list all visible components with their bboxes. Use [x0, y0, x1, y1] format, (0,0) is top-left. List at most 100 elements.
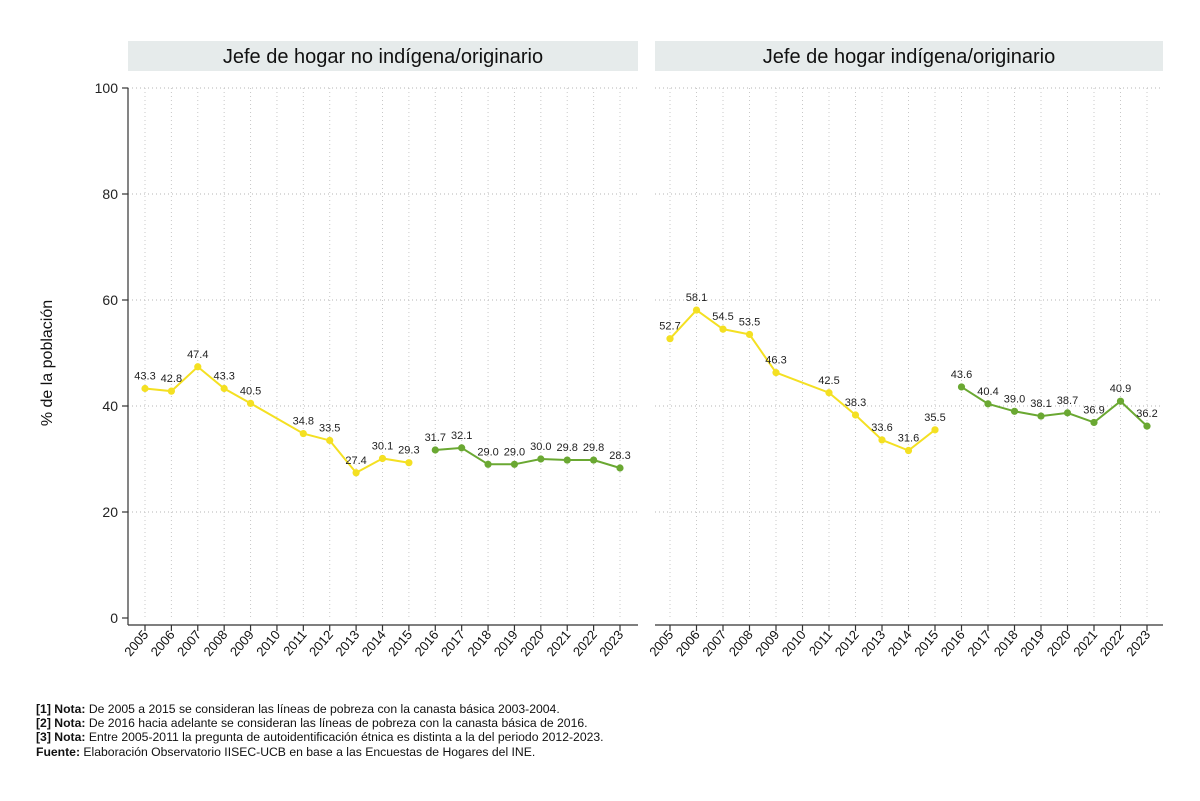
data-point [772, 369, 780, 377]
note-2-text: De 2016 hacia adelante se consideran las… [85, 716, 588, 731]
x-tick-label: 2014 [885, 627, 915, 659]
data-point [563, 456, 571, 464]
data-label: 36.9 [1083, 404, 1104, 416]
data-label: 33.5 [319, 422, 340, 434]
data-point [666, 335, 674, 343]
x-tick-label: 2022 [570, 627, 600, 659]
data-label: 46.3 [765, 355, 786, 367]
data-point [692, 306, 701, 314]
series-line-1 [144, 365, 410, 475]
data-point [590, 456, 598, 464]
x-tick-label: 2020 [517, 627, 547, 659]
panel-2-title-strip [655, 41, 1163, 71]
data-point [984, 400, 992, 408]
data-point [405, 459, 413, 467]
source-note: Fuente: Elaboración Observatorio IISEC-U… [36, 745, 604, 759]
note-3-text: Entre 2005-2011 la pregunta de autoident… [85, 730, 604, 745]
data-label: 27.4 [345, 455, 366, 467]
data-label: 40.4 [977, 386, 998, 398]
data-label: 31.7 [425, 432, 446, 444]
x-tick-label: 2021 [543, 627, 573, 659]
series-line-1 [669, 308, 936, 452]
source-label: Fuente: [36, 744, 81, 759]
data-label: 35.5 [924, 412, 945, 424]
data-label: 30.1 [372, 440, 393, 452]
data-point [1090, 418, 1098, 427]
panel-2-title: Jefe de hogar indígena/originario [763, 46, 1055, 68]
data-label: 28.3 [609, 450, 630, 462]
data-label: 58.1 [686, 292, 707, 304]
series-line-2 [960, 386, 1148, 427]
x-tick-label: 2019 [491, 627, 521, 659]
x-tick-label: 2013 [858, 627, 888, 659]
data-point [851, 411, 860, 419]
data-point [537, 455, 545, 463]
data-label: 43.3 [134, 371, 155, 383]
y-tick-label: 60 [102, 292, 118, 308]
note-1-label: [1] Nota: [36, 702, 86, 716]
notes: [1] Nota: De 2005 a 2015 se consideran l… [36, 702, 604, 759]
data-label: 32.1 [451, 430, 472, 442]
note-2-label: [2] Nota: [36, 716, 86, 731]
source-text: Elaboración Observatorio IISEC-UCB en ba… [80, 744, 536, 759]
x-tick-label: 2012 [832, 627, 862, 659]
data-point [352, 469, 360, 477]
x-tick-label: 2009 [752, 627, 782, 659]
x-tick-label: 2020 [1044, 627, 1074, 659]
data-point [194, 363, 202, 371]
panel-1-title-strip [128, 41, 638, 71]
data-label: 38.7 [1057, 395, 1078, 407]
data-label: 43.3 [213, 371, 234, 383]
x-tick-label: 2016 [938, 627, 968, 659]
x-tick-label: 2019 [1017, 627, 1047, 659]
x-tick-label: 2014 [359, 627, 389, 659]
x-tick-label: 2018 [464, 627, 494, 659]
x-tick-label: 2018 [991, 627, 1021, 659]
x-tick-label: 2023 [596, 627, 626, 659]
data-point [957, 383, 966, 391]
panel-1-title: Jefe de hogar no indígena/originario [223, 46, 543, 68]
x-tick-label: 2015 [385, 627, 415, 659]
series-line-2 [435, 446, 621, 469]
x-tick-label: 2009 [227, 627, 257, 659]
data-point [616, 464, 624, 472]
data-label: 29.8 [557, 442, 578, 454]
x-tick-label: 2013 [332, 627, 362, 659]
data-point [326, 436, 334, 445]
x-tick-label: 2006 [673, 627, 703, 659]
panel-2: Jefe de hogar indígena/originario2005200… [646, 41, 1163, 659]
data-label: 30.0 [530, 441, 551, 453]
data-label: 29.8 [583, 442, 604, 454]
data-point [220, 384, 228, 393]
data-point [1143, 422, 1151, 430]
note-3-label: [3] Nota: [36, 730, 86, 745]
data-label: 34.8 [293, 416, 314, 428]
data-label: 40.5 [240, 385, 261, 397]
data-point [1116, 397, 1125, 405]
note-2: [2] Nota: De 2016 hacia adelante se cons… [36, 716, 604, 730]
y-tick-label: 100 [95, 80, 119, 96]
data-point [931, 426, 939, 434]
x-tick-label: 2023 [1123, 627, 1153, 659]
data-point [431, 446, 439, 454]
data-label: 42.5 [818, 375, 839, 387]
data-point [458, 444, 466, 452]
x-tick-label: 2005 [646, 627, 676, 659]
data-label: 43.6 [951, 369, 972, 381]
data-label: 33.6 [871, 422, 892, 434]
y-tick-label: 20 [102, 504, 118, 520]
data-label: 38.3 [845, 397, 866, 409]
data-label: 52.7 [659, 321, 680, 333]
y-tick-label: 40 [102, 398, 118, 414]
data-point [484, 460, 492, 468]
chart: % de la población Jefe de hogar no indíge… [39, 41, 1163, 659]
x-tick-label: 2017 [438, 627, 468, 659]
x-tick-label: 2008 [726, 627, 756, 659]
data-label: 31.6 [898, 433, 919, 445]
data-point [1037, 412, 1045, 420]
panel-1: Jefe de hogar no indígena/originario 0 20 4… [95, 41, 638, 659]
data-point [167, 387, 175, 395]
note-1-text: De 2005 a 2015 se consideran las líneas … [85, 702, 560, 716]
x-tick-label: 2022 [1097, 627, 1127, 659]
x-tick-label: 2008 [200, 627, 230, 659]
